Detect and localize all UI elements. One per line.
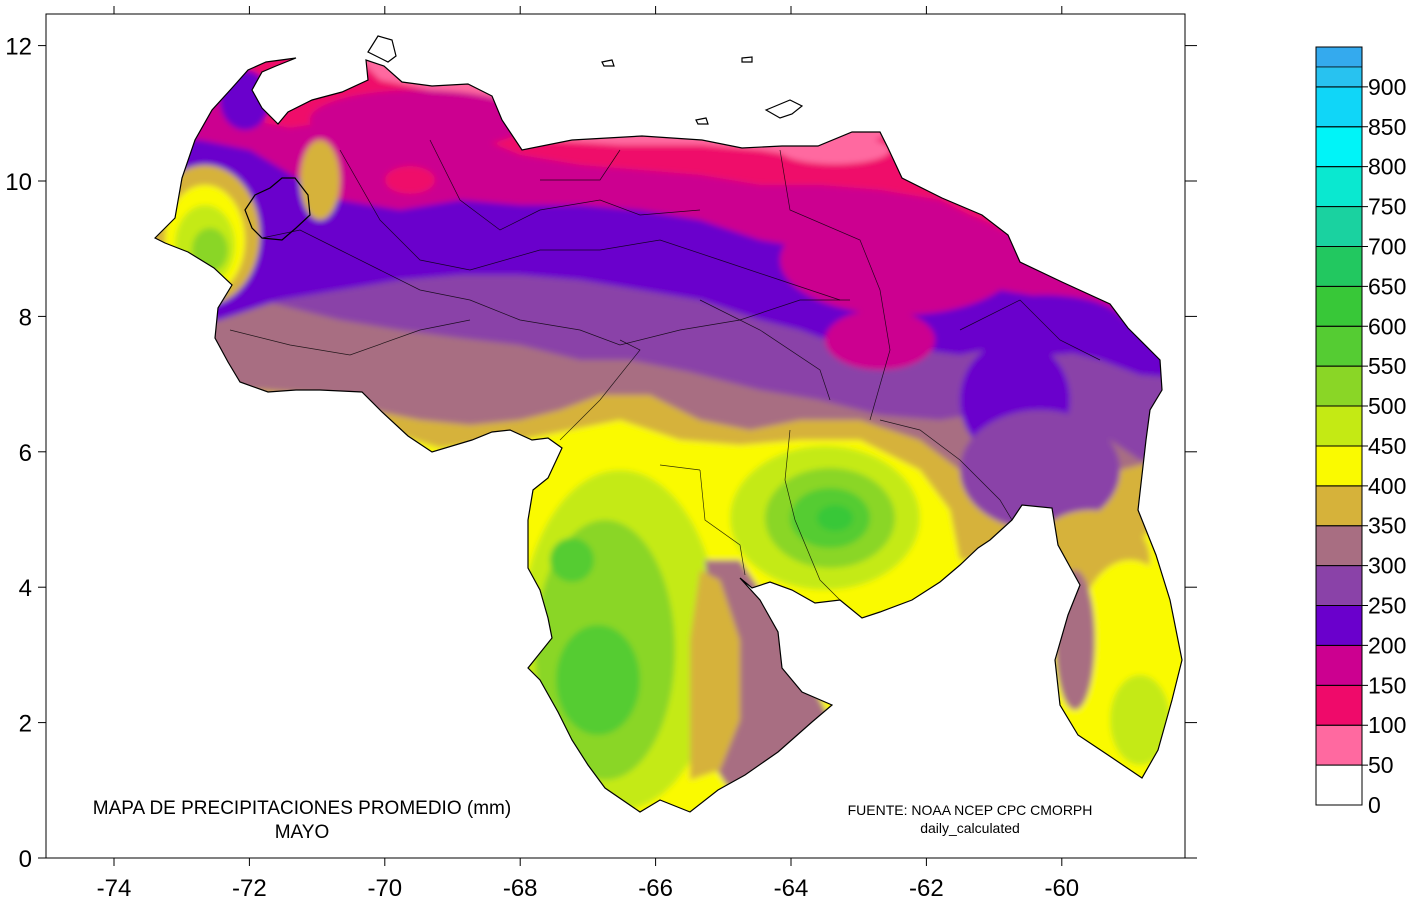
legend-swatch xyxy=(1315,66,1363,88)
map-title-line2: MAYO xyxy=(275,822,330,843)
legend-label: 650 xyxy=(1368,273,1406,299)
source-line2: daily_calculated xyxy=(920,820,1020,836)
legend-swatch xyxy=(1315,445,1363,487)
legend-label: 850 xyxy=(1368,114,1406,140)
x-tick-label: -70 xyxy=(367,875,402,902)
legend-swatch xyxy=(1315,126,1363,168)
precipitation-field xyxy=(155,58,1182,812)
legend-frame xyxy=(1315,46,1363,806)
legend-swatch xyxy=(1315,485,1363,527)
y-tick-label: 4 xyxy=(19,575,32,602)
state-boundaries xyxy=(229,139,1101,601)
legend-label: 800 xyxy=(1368,154,1406,180)
x-tick-label: -68 xyxy=(503,875,538,902)
y-tick-label: 8 xyxy=(19,304,32,331)
legend-label: 450 xyxy=(1368,433,1406,459)
legend-label: 900 xyxy=(1368,74,1406,100)
legend-label: 250 xyxy=(1368,593,1406,619)
y-tick-label: 12 xyxy=(5,34,32,61)
legend-label: 600 xyxy=(1368,313,1406,339)
legend-label: 300 xyxy=(1368,553,1406,579)
legend-swatch xyxy=(1315,365,1363,407)
source-line1: FUENTE: NOAA NCEP CPC CMORPH xyxy=(848,802,1093,818)
x-tick-label: -66 xyxy=(638,875,673,902)
legend-label: 550 xyxy=(1368,353,1406,379)
legend-label: 200 xyxy=(1368,632,1406,658)
x-tick-label: -62 xyxy=(909,875,944,902)
y-tick-label: 0 xyxy=(19,846,32,873)
legend-swatch xyxy=(1315,325,1363,367)
legend-swatch xyxy=(1315,285,1363,327)
legend-swatch xyxy=(1315,166,1363,207)
legend-label: 100 xyxy=(1368,712,1406,738)
x-axis: -74 -72 -70 -68 -66 -64 -62 -60 xyxy=(97,6,1079,902)
y-axis: 0 2 4 6 8 10 12 xyxy=(5,34,1197,873)
legend-swatch xyxy=(1315,86,1363,128)
legend-label: 50 xyxy=(1368,752,1394,778)
legend-label: 400 xyxy=(1368,473,1406,499)
legend-swatch xyxy=(1315,764,1363,806)
legend-swatch xyxy=(1315,405,1363,447)
legend-swatch xyxy=(1315,724,1363,766)
y-tick-label: 10 xyxy=(5,169,32,196)
legend-swatch xyxy=(1315,246,1363,287)
y-tick-label: 2 xyxy=(19,711,32,738)
map-title-line1: MAPA DE PRECIPITACIONES PROMEDIO (mm) xyxy=(93,798,511,819)
legend-label: 750 xyxy=(1368,194,1406,220)
x-tick-label: -74 xyxy=(97,875,132,902)
legend-swatch xyxy=(1315,206,1363,247)
plot-frame xyxy=(45,13,1186,859)
legend-swatch xyxy=(1315,684,1363,726)
legend-swatch xyxy=(1315,565,1363,606)
legend-label: 150 xyxy=(1368,672,1406,698)
color-legend: 0 50 100 150 200 250 300 350 400 450 500 550 600 650 7… xyxy=(1315,46,1406,818)
legend-label: 700 xyxy=(1368,233,1406,259)
legend-swatch xyxy=(1315,645,1363,686)
legend-swatch xyxy=(1315,525,1363,567)
x-tick-label: -60 xyxy=(1044,875,1079,902)
x-tick-label: -72 xyxy=(232,875,267,902)
legend-swatch-top xyxy=(1316,47,1362,67)
x-tick-label: -64 xyxy=(774,875,809,902)
country-outline xyxy=(153,35,1183,813)
legend-swatch xyxy=(1315,605,1363,646)
legend-label: 350 xyxy=(1368,513,1406,539)
y-tick-label: 6 xyxy=(19,440,32,467)
legend-label: 0 xyxy=(1368,792,1381,818)
legend-label: 500 xyxy=(1368,393,1406,419)
